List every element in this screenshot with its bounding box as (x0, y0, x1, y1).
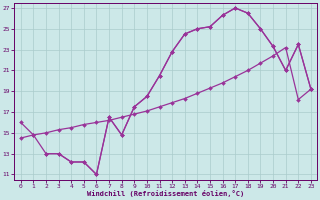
X-axis label: Windchill (Refroidissement éolien,°C): Windchill (Refroidissement éolien,°C) (87, 190, 244, 197)
